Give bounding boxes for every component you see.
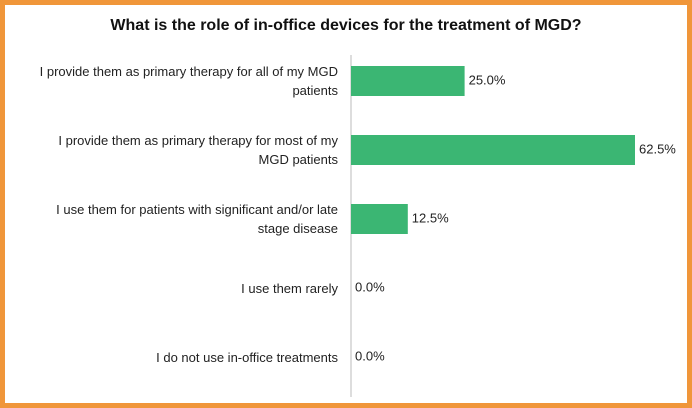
category-label: I do not use in-office treatments [156,349,338,365]
category-label: I provide them as primary therapy for al… [39,64,338,98]
category-label: I provide them as primary therapy for mo… [58,133,338,167]
value-label: 25.0% [469,72,506,87]
category-label: I use them rarely [241,280,338,296]
value-label: 62.5% [639,141,676,156]
bar [351,66,465,96]
bar [351,204,408,234]
category-label: I use them for patients with significant… [56,202,338,236]
chart: 25.0% 62.5% 12.5% 0.0% 0.0% [350,55,676,397]
bar [351,135,635,165]
chart-title: What is the role of in-office devices fo… [110,17,582,34]
value-label: 12.5% [412,210,449,225]
value-label: 0.0% [355,348,385,363]
value-label: 0.0% [355,279,385,294]
